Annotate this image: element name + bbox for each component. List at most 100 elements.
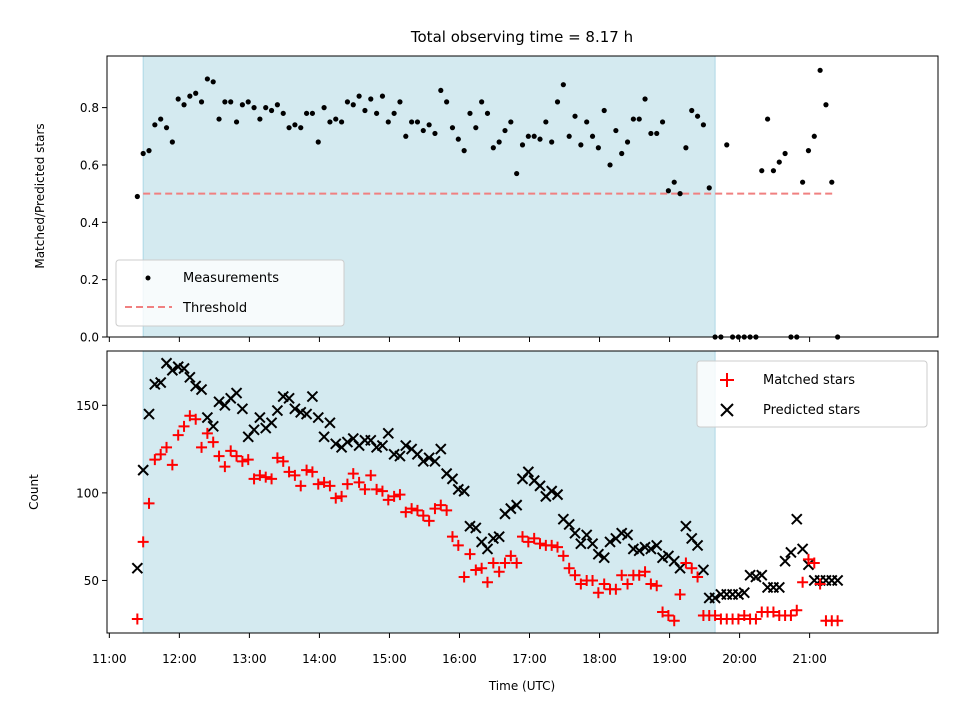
measurement-point [543, 119, 549, 125]
measurement-point [572, 113, 578, 119]
measurement-point [764, 116, 771, 122]
measurement-point [601, 107, 607, 114]
matched-star-point [295, 480, 307, 492]
measurement-point [759, 168, 765, 174]
matched-star-point [248, 473, 260, 485]
measurement-point [648, 130, 654, 137]
predicted-star-point [522, 466, 535, 478]
legend-label-measurements: Measurements [183, 271, 279, 286]
measurement-point [134, 193, 140, 200]
predicted-star-point [598, 551, 610, 564]
matched-star-point [610, 583, 622, 595]
predicted-star-point [785, 546, 797, 559]
predicted-star-point [400, 439, 412, 452]
measurement-point [554, 99, 561, 105]
measurement-point [654, 130, 660, 137]
measurement-point [677, 191, 683, 197]
matched-star-point [231, 450, 243, 462]
predicted-star-point [382, 427, 394, 440]
matched-star-point [207, 436, 219, 448]
measurement-point [473, 125, 479, 131]
measurement-point [823, 102, 829, 108]
y-tick-label: 0.6 [80, 158, 99, 172]
matched-star-point [353, 476, 365, 488]
matched-star-point [797, 576, 809, 588]
predicted-star-point [195, 383, 208, 396]
measurement-point [228, 99, 234, 105]
measurement-point [193, 90, 199, 96]
x-tick-label: 21:00 [792, 652, 827, 666]
measurement-point [455, 136, 461, 142]
matched-star-point [791, 604, 803, 616]
measurement-point [204, 76, 210, 82]
predicted-star-point [254, 411, 266, 424]
measurement-point [181, 102, 187, 108]
predicted-star-point [236, 403, 249, 415]
matched-star-point [225, 445, 237, 457]
bottom-axes-frame [106, 350, 939, 634]
legend-marker-predicted [720, 403, 734, 417]
matched-star-point [411, 504, 423, 516]
measurement-point [537, 136, 543, 142]
x-tick-label: 14:00 [302, 652, 337, 666]
measurement-point [607, 162, 613, 168]
matched-star-point [645, 578, 657, 590]
measurement-point [216, 116, 222, 122]
measurement-point [805, 148, 812, 154]
x-tick-label: 20:00 [722, 652, 757, 666]
predicted-star-point [166, 364, 179, 376]
measurement-point [356, 93, 362, 99]
predicted-star-point [131, 562, 144, 574]
matched-star-point [668, 615, 680, 627]
measurement-point [146, 148, 152, 154]
matched-star-point [196, 441, 208, 453]
predicted-star-point [697, 564, 710, 576]
measurement-point [420, 127, 426, 134]
x-tick-label: 12:00 [162, 652, 197, 666]
matched-star-point [161, 441, 173, 453]
legend-label-predicted: Predicted stars [763, 403, 860, 418]
matched-star-point [172, 429, 184, 441]
predicted-star-point [330, 438, 342, 450]
matched-star-point [400, 506, 412, 518]
top-x-axis-ticks [108, 337, 811, 342]
x-tick-label: 18:00 [582, 652, 617, 666]
measurement-point [811, 133, 817, 139]
measurement-point [700, 122, 707, 128]
measurement-point [724, 142, 730, 148]
matched-star-point [371, 483, 383, 495]
measurement-point [525, 133, 531, 139]
top-y-axis-label: Matched/Predicted stars [33, 123, 47, 268]
measurement-point [251, 105, 257, 111]
measurement-points [134, 67, 841, 340]
matched-star-point [732, 613, 744, 625]
x-tick-label: 13:00 [232, 652, 267, 666]
predicted-star-point [394, 450, 406, 462]
matched-star-point [429, 503, 441, 515]
matched-star-point [260, 471, 272, 483]
matched-star-point [201, 427, 213, 439]
measurement-point [595, 145, 601, 151]
y-tick-label: 50 [84, 574, 99, 588]
x-axis-label: Time (UTC) [488, 679, 555, 693]
matched-star-point [802, 553, 814, 565]
measurement-point [263, 105, 269, 111]
measurement-point [409, 119, 415, 125]
measurement-point [385, 119, 391, 125]
matched-star-point [692, 571, 704, 583]
legend-label-matched: Matched stars [763, 373, 855, 388]
measurement-point [659, 119, 666, 125]
measurement-point [368, 96, 374, 102]
measurement-point [315, 139, 321, 145]
predicted-star-point [201, 411, 214, 424]
measurement-point [432, 130, 438, 137]
matched-star-point [651, 580, 663, 592]
matched-star-point [423, 515, 435, 527]
matched-star-point [832, 615, 844, 627]
predicted-star-point [265, 417, 278, 429]
bottom-x-axis-ticks: 11:00 12:00 13:00 14:00 15:00 16:00 17:00 18:00… [92, 633, 827, 666]
matched-star-point [487, 557, 499, 569]
matched-star-point [236, 455, 248, 467]
top-y-axis-ticks: 0.0 0.2 0.4 0.6 0.8 [80, 101, 107, 345]
